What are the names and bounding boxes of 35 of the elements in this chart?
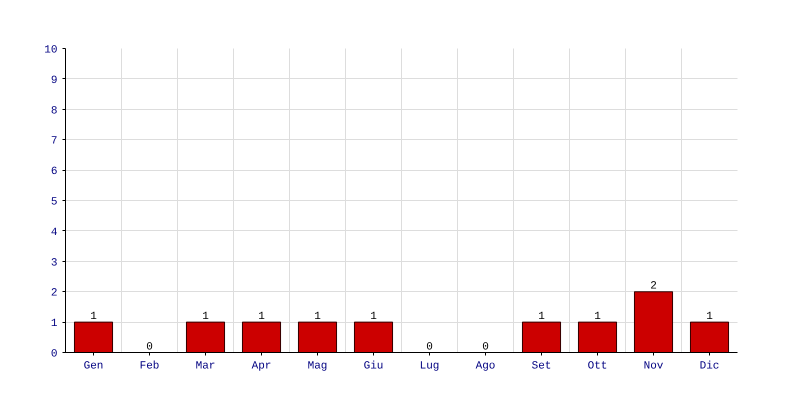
data-label: 1 [314,311,322,324]
y-tick-label: 2 [50,288,58,300]
data-label: 1 [538,311,546,324]
y-tick-label: 7 [50,136,58,148]
x-tick-label: Ott [588,360,608,372]
y-tick-label: 8 [50,105,58,118]
data-label: 0 [146,342,153,354]
y-tick-label: 6 [50,166,58,178]
x-tick-label: Mag [308,360,328,372]
data-label: 1 [90,311,98,324]
y-tick-label: 4 [50,226,58,239]
x-tick-label: Gen [84,360,104,372]
y-tick-label: 10 [44,44,58,56]
x-tick-label: Dic [700,360,720,372]
data-label: 0 [426,342,433,354]
y-tick-label: 0 [50,348,58,360]
data-label: 0 [482,342,489,354]
data-label: 2 [650,280,657,293]
x-tick-label: Giu [364,360,384,372]
x-tick-label: Lug [420,360,440,372]
x-tick-label: Nov [644,360,664,372]
y-tick-label: 5 [50,196,58,208]
y-tick-label: 1 [50,318,58,330]
y-tick-label: 3 [50,257,58,270]
data-label: 1 [370,311,378,324]
x-tick-label: Ago [476,360,496,372]
x-tick-label: Apr [252,360,272,372]
x-tick-label: Mar [196,360,216,372]
data-label: 1 [258,311,266,324]
x-tick-label: Set [532,360,552,372]
data-label: 1 [706,311,714,324]
y-tick-label: 9 [50,74,58,87]
x-tick-label: Feb [140,360,160,372]
data-label: 1 [202,311,210,324]
data-label: 1 [594,311,602,324]
